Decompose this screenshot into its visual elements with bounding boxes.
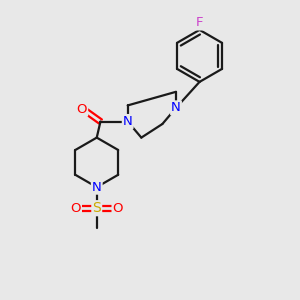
Text: N: N xyxy=(92,181,102,194)
Text: O: O xyxy=(112,202,123,215)
Text: O: O xyxy=(76,103,87,116)
Text: N: N xyxy=(171,101,181,114)
Text: N: N xyxy=(123,115,133,128)
Text: F: F xyxy=(196,16,203,29)
Text: S: S xyxy=(92,201,101,215)
Text: O: O xyxy=(70,202,81,215)
